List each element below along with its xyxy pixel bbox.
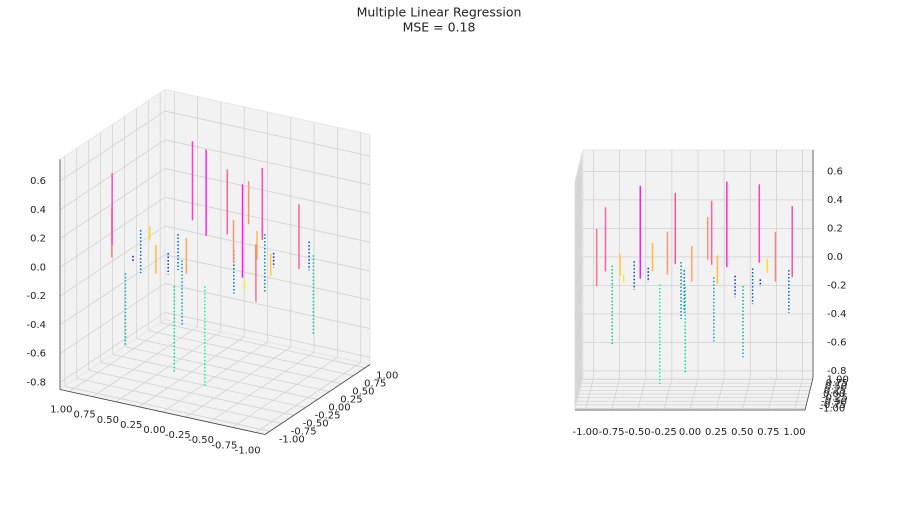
grid-line: [59, 225, 166, 297]
tick-label: 0.00: [679, 427, 701, 438]
grid-line: [59, 110, 166, 182]
tick-label: -0.8: [827, 366, 847, 377]
tick-label: 0.50: [352, 387, 374, 398]
tick-label: 1.00: [827, 374, 849, 385]
tick-label: -0.50: [188, 435, 214, 446]
grid-line: [124, 346, 330, 392]
grid-line: [112, 354, 318, 400]
tick-label: 1.00: [50, 405, 72, 416]
grid-line: [164, 168, 371, 214]
tick-label: 0.25: [705, 427, 727, 438]
tick-label: -1.00: [279, 434, 305, 445]
tick-label: 0.00: [143, 425, 165, 436]
grid-line: [59, 311, 166, 383]
axis-line: [264, 364, 371, 435]
tick-label: -0.2: [827, 280, 847, 291]
tick-label: -1.00: [819, 404, 845, 415]
grid-line: [574, 171, 584, 204]
tick-label: -0.4: [827, 309, 847, 320]
tick-label: 0.75: [826, 378, 848, 389]
tick-label: 0.4: [30, 205, 46, 216]
tick-label: 0.2: [827, 223, 843, 234]
tick-label: 0.6: [30, 176, 46, 187]
grid-line: [164, 254, 371, 301]
tick-label: 0.75: [757, 427, 779, 438]
grid-line: [148, 330, 354, 377]
tick-label: -0.25: [315, 410, 341, 421]
grid-line: [164, 283, 371, 329]
tick-label: 0.25: [120, 420, 142, 431]
tick-label: -0.25: [651, 427, 677, 438]
tick-label: 0.50: [731, 427, 753, 438]
tick-label: -0.6: [26, 349, 46, 360]
grid-line: [574, 256, 584, 289]
tick-label: 0.6: [827, 166, 843, 177]
tick-label: 0.75: [364, 379, 386, 390]
grid-line: [59, 254, 166, 326]
tick-label: 1.00: [783, 427, 805, 438]
tick-label: -1.00: [235, 445, 261, 456]
grid-line: [164, 225, 371, 272]
grid-line: [574, 199, 584, 232]
grid-line: [574, 285, 584, 318]
tick-label: 0.50: [825, 382, 847, 393]
grid-line: [574, 228, 584, 261]
grid-line: [164, 139, 371, 186]
tick-label: 0.2: [30, 234, 46, 245]
tick-label: -0.6: [827, 337, 847, 348]
tick-label: -0.50: [303, 418, 329, 429]
tick-label: 0.50: [97, 415, 119, 426]
tick-label: 0.25: [824, 385, 846, 396]
tick-label: 1.00: [376, 371, 398, 382]
tick-label: -0.25: [822, 393, 848, 404]
grid-line: [164, 311, 371, 358]
tick-label: -1.00: [573, 427, 599, 438]
tick-label: -0.50: [821, 396, 847, 407]
axis-line: [804, 377, 814, 411]
tick-label: -0.25: [165, 430, 191, 441]
tick-label: -0.75: [820, 400, 846, 411]
tick-label: 0.00: [328, 403, 350, 414]
tick-label: -0.75: [599, 427, 625, 438]
tick-label: 0.0: [30, 262, 46, 273]
grid-line: [574, 342, 584, 375]
grid-line: [88, 370, 294, 416]
tick-label: -0.75: [211, 440, 237, 451]
grid-line: [59, 283, 166, 354]
chart-subtitle: MSE = 0.18: [403, 20, 476, 35]
grid-line: [574, 313, 584, 346]
grid-line: [76, 377, 282, 424]
grid-line: [164, 110, 371, 157]
tick-label: -0.50: [625, 427, 651, 438]
grid-line: [100, 362, 306, 408]
tick-label: 0.25: [340, 395, 362, 406]
tick-label: -0.2: [26, 291, 46, 302]
grid-line: [574, 370, 584, 403]
tick-label: 0.0: [827, 252, 843, 263]
axis-line: [59, 389, 266, 435]
grid-line: [160, 322, 366, 369]
grid-line: [164, 196, 371, 243]
grid-line: [136, 338, 342, 384]
tick-label: 0.00: [823, 389, 845, 400]
grid-line: [64, 385, 270, 432]
tick-label: 0.4: [827, 195, 843, 206]
tick-label: 0.75: [73, 410, 95, 421]
chart-title: Multiple Linear Regression: [357, 5, 522, 20]
tick-label: -0.4: [26, 320, 46, 331]
tick-label: -0.8: [26, 377, 46, 388]
tick-label: -0.75: [291, 426, 317, 437]
